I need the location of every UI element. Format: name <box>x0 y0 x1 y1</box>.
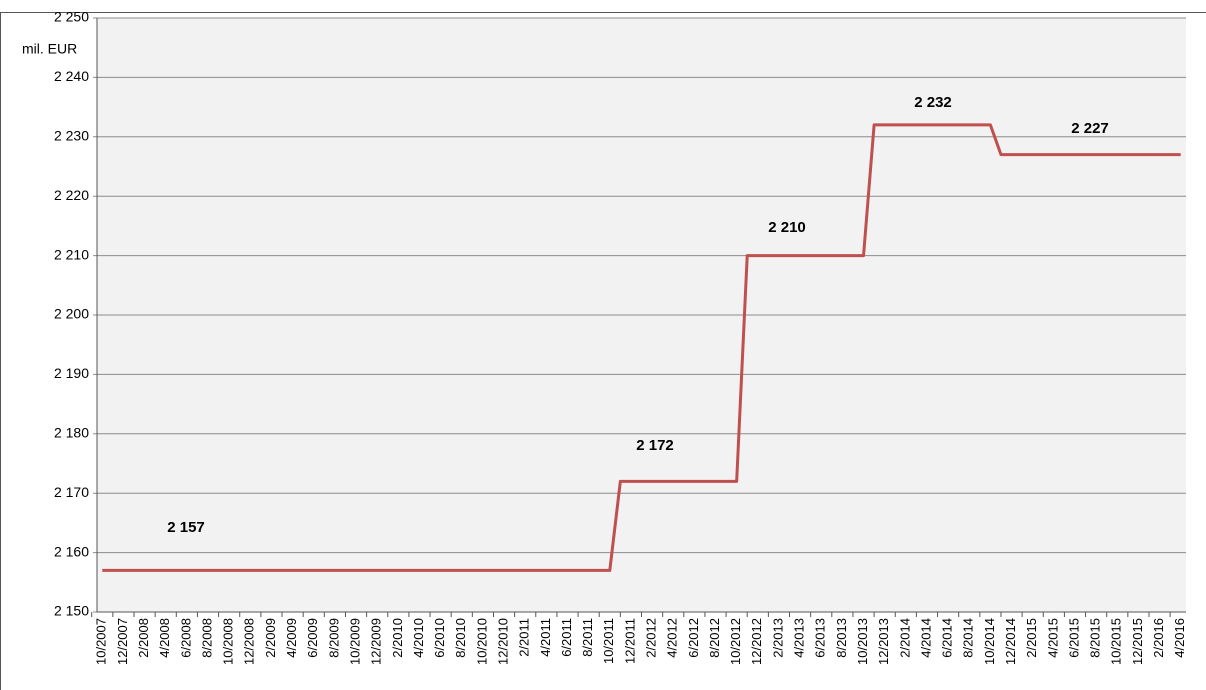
x-tick-label: 12/2014 <box>1003 618 1018 665</box>
line-series <box>102 123 1181 572</box>
annotation: 2 227 <box>1071 120 1109 137</box>
x-tick-label: 8/2008 <box>199 618 214 658</box>
annotation: 2 157 <box>167 519 205 536</box>
x-tick-label: 10/2008 <box>221 618 236 665</box>
x-tick-label: 8/2012 <box>707 618 722 658</box>
x-tick-label: 6/2012 <box>686 618 701 658</box>
x-tick-label: 8/2010 <box>453 618 468 658</box>
y-tick-label: 2 220 <box>54 187 89 203</box>
x-tick-label: 2/2012 <box>644 618 659 658</box>
y-tick-label: 2 250 <box>54 9 89 25</box>
y-tick-label: 2 190 <box>54 365 89 381</box>
x-tick-label: 12/2011 <box>622 618 637 664</box>
x-tick-label: 8/2011 <box>580 618 595 657</box>
x-tick-label: 2/2009 <box>263 618 278 658</box>
x-tick-label: 2/2008 <box>136 618 151 658</box>
x-tick-label: 8/2014 <box>961 618 976 658</box>
x-tick-label: 12/2010 <box>495 618 510 665</box>
x-tick-label: 4/2013 <box>792 618 807 658</box>
x-tick-label: 10/2007 <box>94 618 109 665</box>
x-tick-label: 10/2009 <box>347 618 362 665</box>
y-unit-label: mil. EUR <box>22 41 77 57</box>
y-tick-label: 2 180 <box>54 425 89 441</box>
x-tick-label: 2/2010 <box>390 618 405 658</box>
x-tick-label: 4/2009 <box>284 618 299 658</box>
x-tick-label: 2/2014 <box>897 618 912 658</box>
y-tick-label: 2 240 <box>54 68 89 84</box>
x-tick-label: 12/2015 <box>1130 618 1145 665</box>
x-tick-label: 6/2011 <box>559 618 574 657</box>
annotation: 2 172 <box>636 437 674 454</box>
x-tick-label: 2/2011 <box>517 618 532 657</box>
x-tick-label: 4/2010 <box>411 618 426 658</box>
y-tick-label: 2 200 <box>54 306 89 322</box>
x-tick-label: 4/2016 <box>1172 618 1187 658</box>
x-tick-label: 6/2015 <box>1066 618 1081 658</box>
x-tick-label: 12/2013 <box>876 618 891 665</box>
x-tick-label: 8/2009 <box>326 618 341 658</box>
x-tick-label: 2/2016 <box>1151 618 1166 658</box>
y-tick-label: 2 210 <box>54 246 89 262</box>
x-tick-label: 10/2012 <box>728 618 743 665</box>
annotation: 2 232 <box>914 94 952 111</box>
x-tick-label: 10/2013 <box>855 618 870 665</box>
y-tick-label: 2 160 <box>54 543 89 559</box>
x-tick-label: 10/2011 <box>601 618 616 664</box>
x-tick-label: 2/2015 <box>1024 618 1039 658</box>
x-tick-label: 12/2012 <box>749 618 764 665</box>
x-tick-label: 8/2013 <box>834 618 849 658</box>
x-tick-label: 12/2007 <box>115 618 130 665</box>
y-tick-label: 2 170 <box>54 484 89 500</box>
y-tick-label: 2 230 <box>54 128 89 144</box>
frame <box>0 12 1206 690</box>
x-tick-label: 4/2011 <box>538 618 553 657</box>
x-tick-label: 6/2008 <box>178 618 193 658</box>
annotation: 2 210 <box>768 219 806 236</box>
x-tick-label: 12/2008 <box>242 618 257 665</box>
x-tick-label: 6/2010 <box>432 618 447 658</box>
x-tick-label: 8/2015 <box>1088 618 1103 658</box>
x-tick-label: 10/2015 <box>1109 618 1124 665</box>
x-tick-label: 6/2013 <box>813 618 828 658</box>
y-tick-label: 2 150 <box>54 603 89 619</box>
x-tick-label: 4/2012 <box>665 618 680 658</box>
x-tick-label: 6/2009 <box>305 618 320 658</box>
x-tick-label: 10/2010 <box>474 618 489 665</box>
x-tick-label: 4/2015 <box>1045 618 1060 658</box>
x-tick-label: 2/2013 <box>770 618 785 658</box>
x-tick-label: 4/2008 <box>157 618 172 658</box>
x-tick-label: 10/2014 <box>982 618 997 665</box>
x-tick-label: 12/2009 <box>369 618 384 665</box>
x-tick-label: 6/2014 <box>940 618 955 658</box>
x-tick-label: 4/2014 <box>918 618 933 658</box>
